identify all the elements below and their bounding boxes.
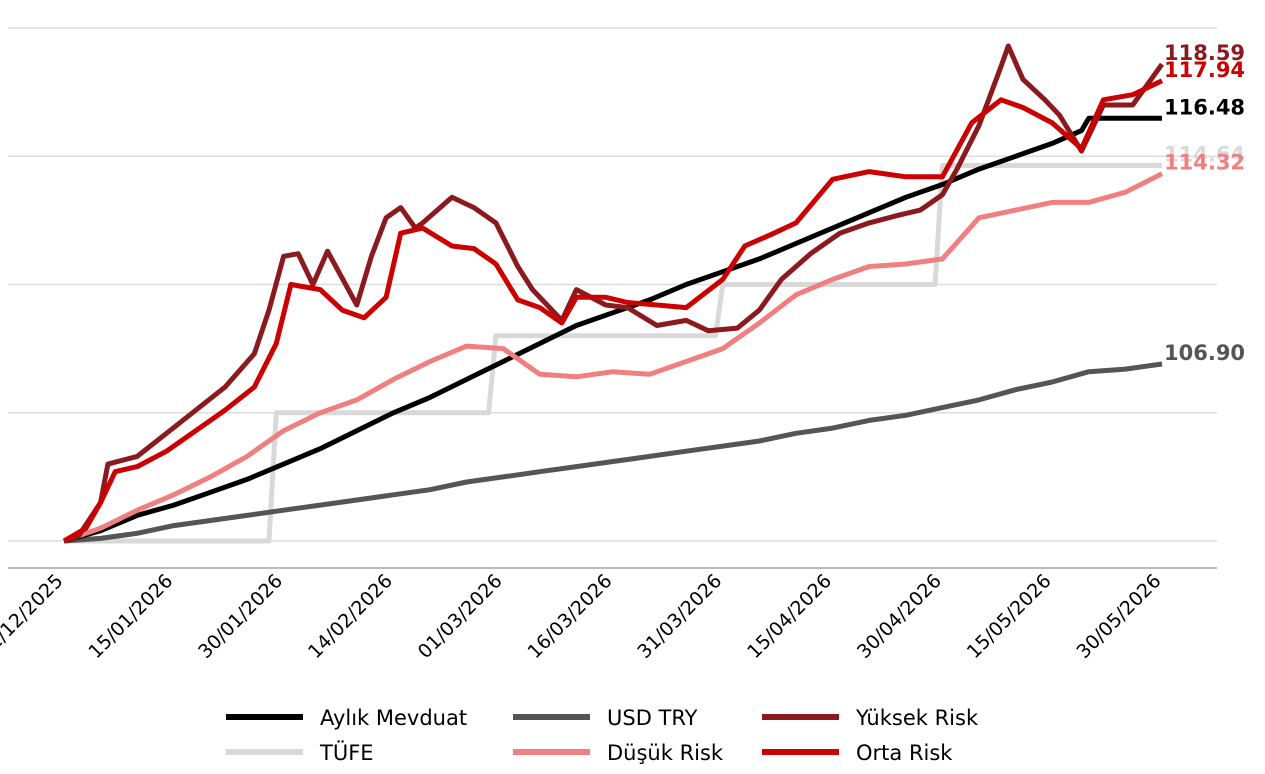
legend-label: Orta Risk	[856, 741, 953, 765]
series-lines	[62, 43, 1165, 544]
series-line-0	[63, 115, 1162, 544]
x-tick-label: 30/01/2026	[194, 570, 287, 663]
legend-item-5: Orta Risk	[762, 741, 953, 765]
x-tick-label: 01/03/2026	[414, 570, 507, 663]
x-tick-label: 31/03/2026	[633, 570, 726, 663]
series-line-4	[63, 171, 1164, 544]
legend-label: USD TRY	[607, 706, 698, 730]
x-tick-labels: 31/12/2025 15/01/2026 30/01/2026 14/02/2026…	[0, 570, 1166, 663]
x-tick-label: 30/04/2026	[853, 570, 946, 663]
legend-item-1: USD TRY	[513, 706, 698, 730]
series-line-2	[63, 43, 1165, 544]
x-tick-label: 15/04/2026	[743, 570, 836, 663]
x-tick-label: 14/02/2026	[304, 570, 397, 663]
x-tick-label: 15/01/2026	[84, 570, 177, 663]
series-line-1	[63, 361, 1163, 544]
legend-label: TÜFE	[319, 740, 374, 765]
x-tick-label: 30/05/2026	[1073, 570, 1166, 663]
legend-item-4: Düşük Risk	[513, 741, 724, 765]
end-label-5: 117.94	[1164, 58, 1245, 82]
legend-label: Yüksek Risk	[855, 706, 979, 730]
end-label-0: 116.48	[1164, 95, 1245, 119]
legend-item-2: Yüksek Risk	[762, 706, 979, 730]
legend-item-3: TÜFE	[226, 740, 374, 765]
series-line-5	[62, 78, 1164, 544]
legend: Aylık Mevduat USD TRY Yüksek Risk TÜFE Düşük…	[226, 706, 979, 765]
end-label-2: 118.59	[1164, 41, 1245, 65]
legend-label: Düşük Risk	[607, 741, 724, 765]
legend-label: Aylık Mevduat	[320, 706, 467, 730]
x-tick-label: 31/12/2025	[0, 570, 68, 663]
x-tick-label: 16/03/2026	[524, 570, 617, 663]
end-label-1: 106.90	[1164, 341, 1245, 365]
legend-item-0: Aylık Mevduat	[226, 706, 467, 730]
end-label-3: 114.64	[1164, 142, 1245, 166]
series-line-3	[64, 163, 1162, 544]
x-tick-label: 15/05/2026	[963, 570, 1056, 663]
end-label-4: 114.32	[1164, 151, 1245, 175]
